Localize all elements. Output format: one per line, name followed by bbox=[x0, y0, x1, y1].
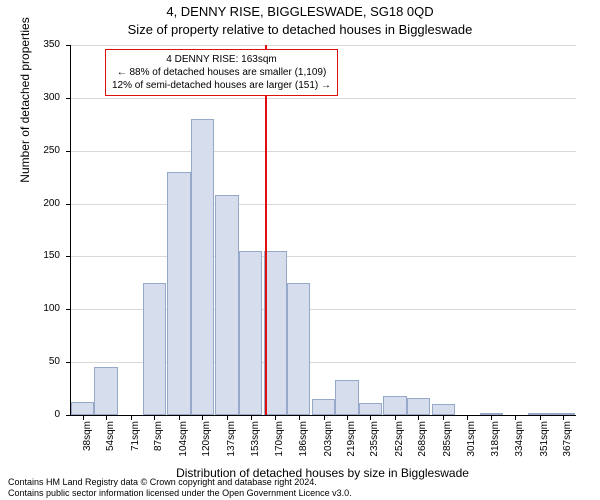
x-tick bbox=[154, 415, 155, 420]
x-tick bbox=[106, 415, 107, 420]
x-tick bbox=[202, 415, 203, 420]
y-tick-label: 50 bbox=[20, 356, 60, 367]
histogram-bar bbox=[191, 119, 214, 415]
y-tick-label: 100 bbox=[20, 303, 60, 314]
x-tick-label: 120sqm bbox=[201, 421, 212, 471]
x-tick-label: 137sqm bbox=[226, 421, 237, 471]
x-tick bbox=[131, 415, 132, 420]
gridline bbox=[71, 204, 576, 205]
title-subtitle: Size of property relative to detached ho… bbox=[0, 22, 600, 37]
y-tick bbox=[66, 98, 71, 99]
histogram-bar bbox=[239, 251, 262, 415]
x-tick bbox=[370, 415, 371, 420]
histogram-bar bbox=[215, 195, 238, 415]
x-tick-label: 186sqm bbox=[298, 421, 309, 471]
x-tick bbox=[227, 415, 228, 420]
x-tick-label: 252sqm bbox=[394, 421, 405, 471]
annotation-line: 4 DENNY RISE: 163sqm bbox=[112, 53, 331, 66]
annotation-box: 4 DENNY RISE: 163sqm← 88% of detached ho… bbox=[105, 49, 338, 96]
x-tick bbox=[418, 415, 419, 420]
x-tick bbox=[491, 415, 492, 420]
histogram-bar bbox=[264, 251, 287, 415]
x-tick bbox=[347, 415, 348, 420]
gridline bbox=[71, 256, 576, 257]
x-tick bbox=[467, 415, 468, 420]
x-tick bbox=[83, 415, 84, 420]
x-tick-label: 367sqm bbox=[562, 421, 573, 471]
histogram-bar bbox=[143, 283, 166, 415]
x-tick bbox=[299, 415, 300, 420]
title-address: 4, DENNY RISE, BIGGLESWADE, SG18 0QD bbox=[0, 4, 600, 19]
x-tick bbox=[515, 415, 516, 420]
x-tick-label: 301sqm bbox=[466, 421, 477, 471]
x-tick bbox=[275, 415, 276, 420]
x-tick-label: 318sqm bbox=[490, 421, 501, 471]
gridline bbox=[71, 45, 576, 46]
x-tick-label: 38sqm bbox=[82, 421, 93, 471]
x-tick-label: 203sqm bbox=[323, 421, 334, 471]
x-tick-label: 87sqm bbox=[153, 421, 164, 471]
x-tick-label: 71sqm bbox=[130, 421, 141, 471]
footer-attribution: Contains HM Land Registry data © Crown c… bbox=[8, 477, 352, 498]
histogram-bar bbox=[287, 283, 310, 415]
x-tick bbox=[251, 415, 252, 420]
x-tick bbox=[179, 415, 180, 420]
y-tick bbox=[66, 204, 71, 205]
histogram-bar bbox=[71, 402, 94, 415]
x-tick bbox=[443, 415, 444, 420]
marker-line bbox=[265, 45, 267, 415]
x-tick-label: 219sqm bbox=[346, 421, 357, 471]
y-tick-label: 0 bbox=[20, 409, 60, 420]
y-tick-label: 350 bbox=[20, 39, 60, 50]
x-tick-label: 285sqm bbox=[442, 421, 453, 471]
x-tick-label: 268sqm bbox=[417, 421, 428, 471]
y-tick bbox=[66, 415, 71, 416]
chart-plot-area bbox=[70, 45, 576, 416]
x-tick bbox=[563, 415, 564, 420]
x-tick-label: 334sqm bbox=[514, 421, 525, 471]
y-tick-label: 200 bbox=[20, 198, 60, 209]
y-tick-label: 250 bbox=[20, 145, 60, 156]
histogram-bar bbox=[94, 367, 117, 415]
footer-line1: Contains HM Land Registry data © Crown c… bbox=[8, 477, 352, 487]
histogram-bar bbox=[432, 404, 455, 415]
histogram-bar bbox=[407, 398, 430, 415]
y-tick-label: 300 bbox=[20, 92, 60, 103]
y-tick bbox=[66, 151, 71, 152]
histogram-bar bbox=[167, 172, 190, 415]
histogram-bar bbox=[335, 380, 358, 415]
x-tick-label: 54sqm bbox=[105, 421, 116, 471]
y-tick bbox=[66, 45, 71, 46]
annotation-line: ← 88% of detached houses are smaller (1,… bbox=[112, 66, 331, 79]
y-tick bbox=[66, 309, 71, 310]
x-tick bbox=[395, 415, 396, 420]
x-tick bbox=[324, 415, 325, 420]
x-tick-label: 351sqm bbox=[539, 421, 550, 471]
gridline bbox=[71, 98, 576, 99]
y-axis-label: Number of detached properties bbox=[18, 0, 32, 230]
x-tick bbox=[540, 415, 541, 420]
histogram-bar bbox=[312, 399, 335, 415]
x-tick-label: 170sqm bbox=[274, 421, 285, 471]
gridline bbox=[71, 151, 576, 152]
histogram-bar bbox=[359, 403, 382, 415]
y-tick-label: 150 bbox=[20, 250, 60, 261]
x-tick-label: 235sqm bbox=[369, 421, 380, 471]
x-tick-label: 153sqm bbox=[250, 421, 261, 471]
x-tick-label: 104sqm bbox=[178, 421, 189, 471]
y-tick bbox=[66, 256, 71, 257]
annotation-line: 12% of semi-detached houses are larger (… bbox=[112, 79, 331, 92]
y-tick bbox=[66, 362, 71, 363]
footer-line2: Contains public sector information licen… bbox=[8, 488, 352, 498]
histogram-bar bbox=[383, 396, 406, 415]
